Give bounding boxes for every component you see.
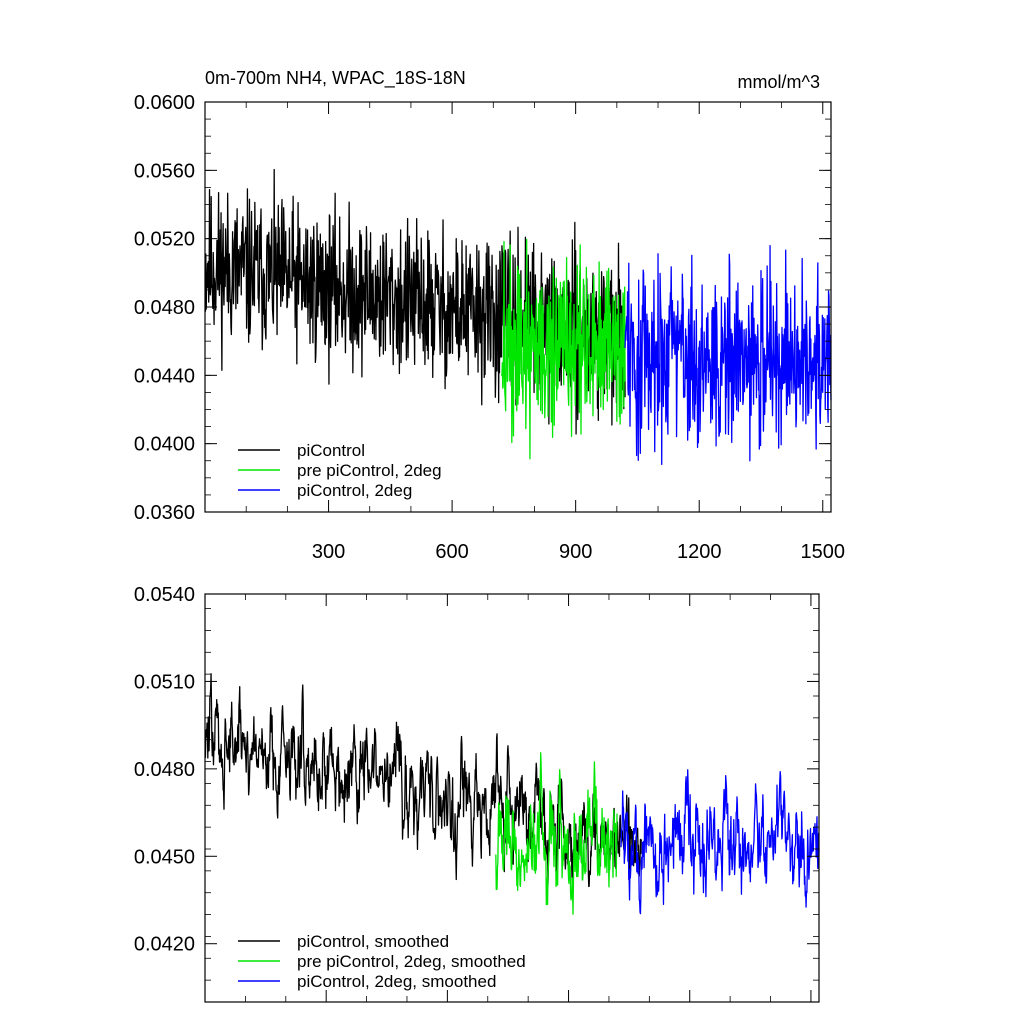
- bottom-panel: 0.0420 0.0450 0.0480 0.0510 0.0540 piControl…: [134, 584, 820, 1003]
- series-layer: [204, 168, 832, 466]
- series-line-picontrol-2deg: [624, 244, 832, 466]
- y-tick-label: 0.0400: [134, 434, 195, 456]
- x-tick-label: 900: [559, 541, 592, 563]
- series-line-picontrol-2deg-smoothed: [620, 769, 820, 915]
- y-tick-label: 0.0480: [134, 297, 195, 319]
- x-tick-label: 600: [435, 541, 468, 563]
- y-tick-label: 0.0440: [134, 365, 195, 387]
- series-line-picontrol-smoothed: [204, 673, 642, 888]
- x-tick-label: 1200: [677, 541, 722, 563]
- y-tick-label: 0.0600: [134, 92, 195, 114]
- legend-label-picontrol-smoothed: piControl, smoothed: [297, 932, 449, 951]
- series-layer: [204, 673, 820, 915]
- legend: piControl, smoothed pre piControl, 2deg,…: [238, 932, 526, 991]
- legend: piControl pre piControl, 2deg piControl,…: [238, 441, 442, 500]
- legend-label-picontrol: piControl: [297, 441, 365, 460]
- y-tick-label: 0.0480: [134, 759, 195, 781]
- legend-label-picontrol-2deg: piControl, 2deg: [297, 481, 412, 500]
- series-line-pre-picontrol-2deg: [500, 238, 626, 460]
- series-line-pre-picontrol-2deg-smoothed: [495, 752, 618, 915]
- top-panel: 0m-700m NH4, WPAC_18S-18N mmol/m^3 0.036…: [134, 68, 845, 563]
- units-label: mmol/m^3: [738, 72, 820, 92]
- y-tick-label: 0.0520: [134, 229, 195, 251]
- legend-label-picontrol-2deg-smoothed: piControl, 2deg, smoothed: [297, 972, 496, 991]
- ticks-layer: 0.0420 0.0450 0.0480 0.0510 0.0540: [134, 584, 819, 1003]
- panel-title: 0m-700m NH4, WPAC_18S-18N: [205, 68, 466, 89]
- x-tick-label: 300: [312, 541, 345, 563]
- y-tick-label: 0.0450: [134, 846, 195, 868]
- y-tick-label: 0.0540: [134, 584, 195, 606]
- y-tick-label: 0.0510: [134, 671, 195, 693]
- y-tick-label: 0.0420: [134, 934, 195, 956]
- ticks-layer: 0.0360 0.0400 0.0440 0.0480 0.0520 0.0560 0.06…: [134, 92, 845, 563]
- legend-label-pre-picontrol-2deg-smoothed: pre piControl, 2deg, smoothed: [297, 952, 526, 971]
- y-tick-label: 0.0560: [134, 160, 195, 182]
- x-tick-label: 1500: [801, 541, 846, 563]
- series-line-picontrol: [204, 168, 626, 435]
- y-tick-label: 0.0360: [134, 502, 195, 524]
- legend-label-pre-picontrol-2deg: pre piControl, 2deg: [297, 461, 442, 480]
- plot-frame: [204, 593, 820, 1003]
